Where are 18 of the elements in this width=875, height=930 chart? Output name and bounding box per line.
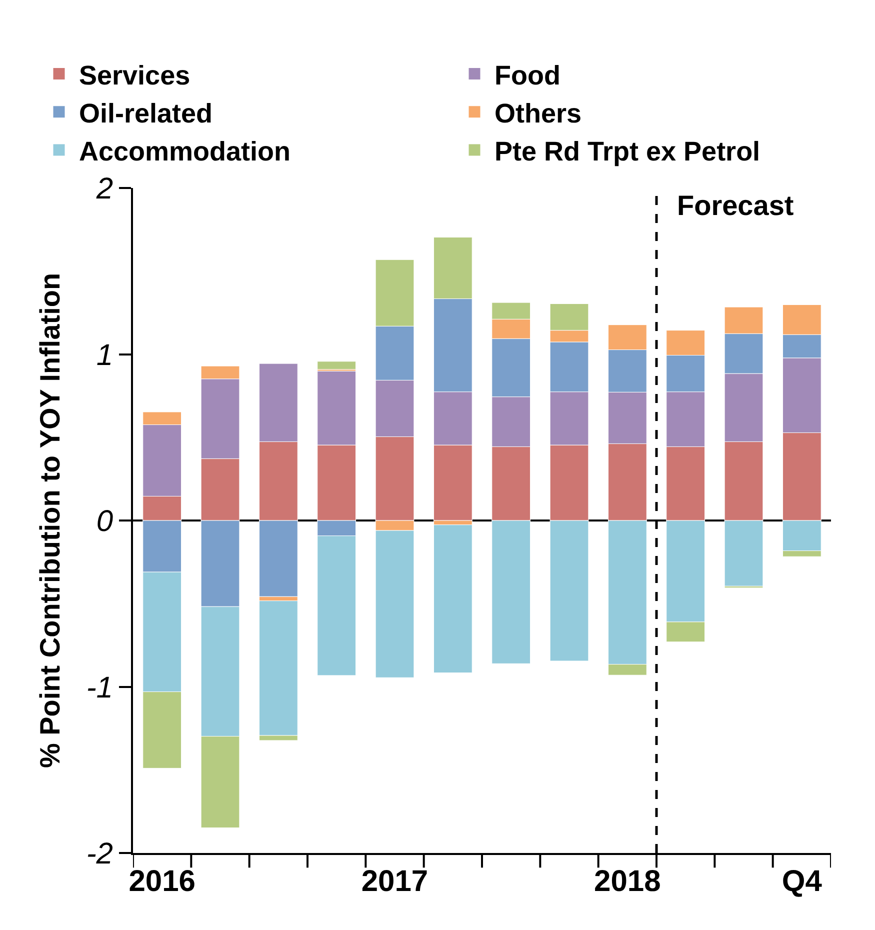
legend-label: Services <box>79 60 190 90</box>
x-tick-label: 2016 <box>128 865 196 898</box>
annotation: Forecast <box>677 190 794 221</box>
y-tick-label: 1 <box>96 338 113 372</box>
legend-label: Accommodation <box>79 136 291 166</box>
x-tick-label: 2018 <box>594 865 661 898</box>
x-tick-label: 2017 <box>361 865 428 898</box>
legend-label: Oil-related <box>79 98 213 128</box>
y-tick-label: -1 <box>86 671 113 704</box>
bar <box>317 361 356 370</box>
y-axis-title: % Point Contribution to YOY Inflation <box>34 272 66 768</box>
legend-label: Others <box>494 98 582 128</box>
y-tick-label: -2 <box>86 838 114 870</box>
x-tick-label: Q4 <box>782 865 822 898</box>
legend-label: Food <box>494 60 560 90</box>
y-tick-label: 0 <box>96 505 114 538</box>
legend-label: Pte Rd Trpt ex Petrol <box>494 136 760 166</box>
y-tick-label: 2 <box>95 172 114 206</box>
